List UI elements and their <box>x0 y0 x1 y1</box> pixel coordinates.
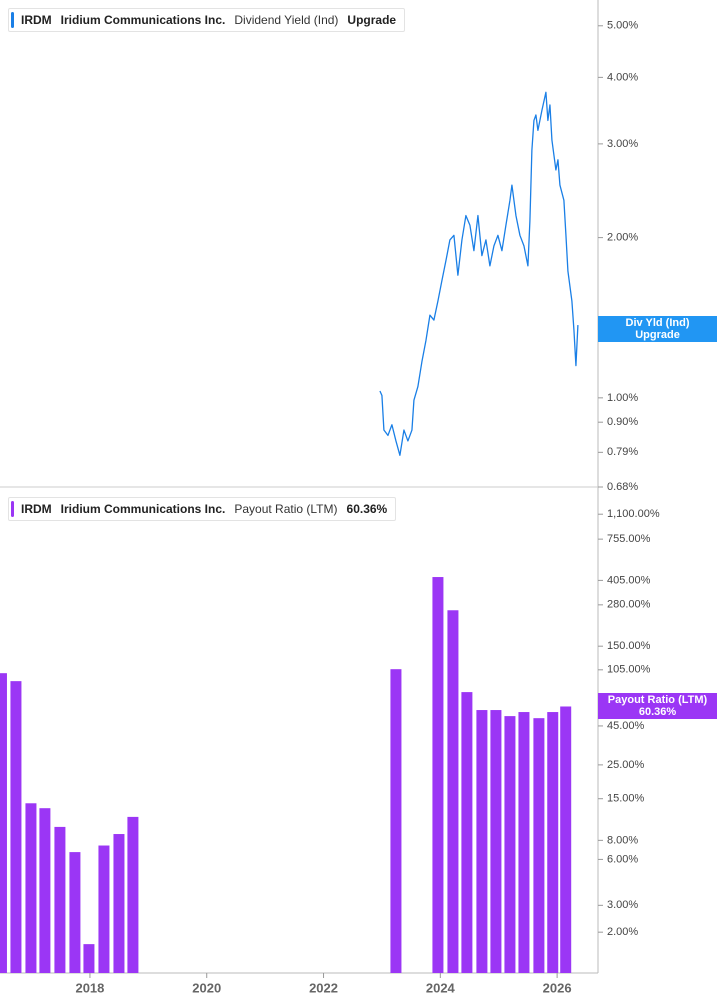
bar <box>25 803 37 973</box>
bar <box>447 610 459 973</box>
y-tick-label: 2.00% <box>607 232 638 244</box>
y-tick-label: 4.00% <box>607 71 638 83</box>
y-tick-label: 1,100.00% <box>607 508 660 520</box>
bar <box>54 826 66 973</box>
x-tick-label: 2018 <box>75 980 104 995</box>
y-tick-label: 150.00% <box>607 640 651 652</box>
bar <box>432 577 444 973</box>
y-tick-label: 755.00% <box>607 533 651 545</box>
bar <box>39 808 51 973</box>
bar <box>560 706 572 973</box>
company: Iridium Communications Inc. <box>60 13 226 27</box>
bar <box>547 712 559 973</box>
y-tick-label: 1.00% <box>607 392 638 404</box>
value-tag: Div Yld (Ind) Upgrade <box>598 316 717 342</box>
bar <box>461 692 473 973</box>
y-tick-label: 45.00% <box>607 720 645 732</box>
y-tick-label: 0.79% <box>607 446 638 458</box>
value-tag: Payout Ratio (LTM) 60.36% <box>598 693 717 719</box>
bar <box>533 718 545 973</box>
bar <box>69 852 81 973</box>
legend-series: Payout Ratio (LTM) <box>234 502 338 516</box>
y-tick-label: 0.90% <box>607 416 638 428</box>
bar <box>83 944 95 973</box>
y-tick-label: 0.68% <box>607 481 638 493</box>
x-tick-label: 2024 <box>426 980 456 995</box>
bar <box>490 710 502 973</box>
bar <box>390 669 402 973</box>
ticker: IRDM <box>21 13 52 27</box>
y-tick-label: 15.00% <box>607 793 645 805</box>
bar <box>10 681 22 973</box>
y-tick-label: 25.00% <box>607 759 645 771</box>
y-tick-label: 3.00% <box>607 899 638 911</box>
y-tick-label: 105.00% <box>607 664 651 676</box>
legend-swatch <box>11 12 14 28</box>
legend-status[interactable]: Upgrade <box>347 13 397 27</box>
legend-swatch <box>11 501 14 517</box>
ticker: IRDM <box>21 502 52 516</box>
y-tick-label: 280.00% <box>607 599 651 611</box>
bar <box>113 834 125 973</box>
plot-area <box>0 91 579 973</box>
y-tick-label: 5.00% <box>607 20 638 32</box>
y-tick-label: 8.00% <box>607 834 638 846</box>
bar <box>127 816 139 973</box>
line <box>379 91 579 456</box>
tag-label: Div Yld (Ind) <box>625 317 690 329</box>
bar <box>0 673 7 973</box>
legend: IRDM Iridium Communications Inc. Dividen… <box>8 8 406 32</box>
tag-label: Payout Ratio (LTM) <box>607 694 708 706</box>
legend: IRDM Iridium Communications Inc. Payout … <box>8 497 397 521</box>
company: Iridium Communications Inc. <box>60 502 226 516</box>
bar <box>504 716 516 973</box>
legend-value: 60.36% <box>346 502 388 516</box>
y-tick-label: 3.00% <box>607 138 638 150</box>
x-tick-label: 2022 <box>309 980 338 995</box>
tag-value[interactable]: Upgrade <box>635 329 680 341</box>
y-tick-label: 6.00% <box>607 853 638 865</box>
bar <box>518 712 530 973</box>
y-tick-label: 405.00% <box>607 574 651 586</box>
legend-series: Dividend Yield (Ind) <box>234 13 339 27</box>
bar <box>476 710 488 973</box>
x-tick-label: 2020 <box>192 980 221 995</box>
tag-value: 60.36% <box>638 706 677 718</box>
bar <box>98 845 110 973</box>
x-tick-label: 2026 <box>543 980 572 995</box>
y-tick-label: 2.00% <box>607 926 638 938</box>
